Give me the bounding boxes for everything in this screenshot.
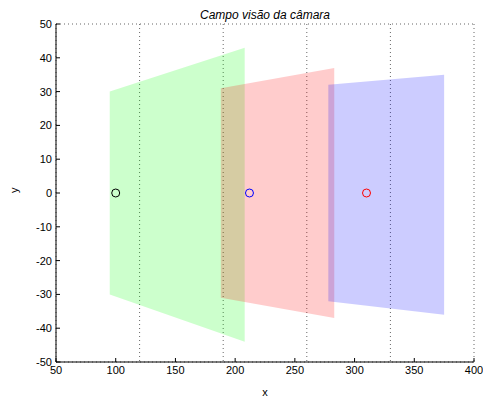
svg-text:50: 50 <box>49 363 63 376</box>
svg-text:300: 300 <box>345 364 363 376</box>
svg-text:30: 30 <box>40 86 52 98</box>
svg-text:20: 20 <box>40 119 52 131</box>
html-text:Campo visão da câmara: Campo visão da câmara <box>200 8 330 22</box>
svg-text:-30: -30 <box>36 288 52 300</box>
svg-text:-50: -50 <box>36 356 52 368</box>
svg-text:0: 0 <box>46 187 52 199</box>
svg-text:-20: -20 <box>36 255 52 267</box>
svg-text:150: 150 <box>166 364 184 376</box>
svg-text:250: 250 <box>286 364 304 376</box>
svg-text:400: 400 <box>465 364 483 376</box>
svg-text:x: x <box>262 386 268 398</box>
svg-text:200: 200 <box>226 364 244 376</box>
svg-text:350: 350 <box>405 364 423 376</box>
svg-text:50: 50 <box>40 18 52 30</box>
svg-text:100: 100 <box>107 364 125 376</box>
svg-text:40: 40 <box>40 52 52 64</box>
svg-text:-40: -40 <box>36 322 52 334</box>
svg-text:10: 10 <box>40 153 52 165</box>
svg-text:y: y <box>8 187 20 193</box>
svg-text:-10: -10 <box>36 221 52 233</box>
